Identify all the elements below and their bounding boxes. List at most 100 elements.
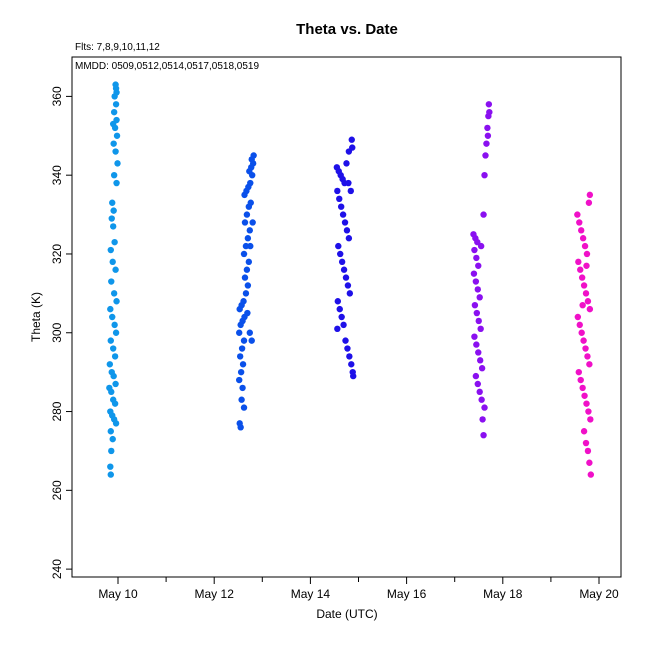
data-point	[344, 282, 352, 289]
y-tick-label: 340	[50, 165, 64, 185]
data-point	[113, 179, 120, 187]
data-point	[586, 305, 594, 313]
data-point	[241, 274, 249, 281]
data-point	[472, 278, 480, 285]
data-point	[484, 132, 492, 139]
data-point	[240, 250, 248, 258]
data-point	[340, 266, 348, 273]
x-tick-label: May 14	[291, 587, 331, 601]
data-point	[479, 416, 486, 423]
data-points	[106, 81, 595, 478]
data-point	[240, 337, 248, 344]
data-point	[236, 353, 244, 360]
data-point	[112, 101, 120, 108]
data-point	[486, 108, 493, 116]
y-tick-label: 260	[50, 480, 64, 500]
data-point	[577, 376, 584, 384]
data-point	[341, 219, 349, 226]
data-point	[582, 345, 589, 352]
data-point	[578, 329, 585, 336]
data-point	[340, 321, 347, 329]
data-point	[334, 187, 341, 195]
data-point	[109, 345, 117, 352]
data-point	[586, 191, 594, 199]
data-point	[110, 171, 118, 179]
data-point	[478, 396, 485, 403]
data-point	[236, 376, 243, 384]
data-point	[581, 242, 589, 250]
series-2	[236, 152, 257, 431]
data-point	[585, 199, 593, 206]
data-point	[108, 447, 115, 455]
data-point	[338, 258, 346, 266]
data-point	[240, 404, 248, 411]
data-point	[112, 266, 119, 273]
series-4	[470, 101, 493, 439]
data-point	[583, 250, 591, 258]
data-point	[334, 325, 341, 333]
data-point	[579, 301, 586, 309]
data-point	[348, 361, 355, 368]
data-point	[106, 361, 114, 368]
data-point	[111, 321, 118, 329]
data-point	[348, 136, 355, 143]
data-point	[476, 357, 484, 364]
data-point	[578, 274, 586, 281]
data-point	[477, 242, 485, 250]
y-tick-label: 280	[50, 401, 64, 421]
data-point	[107, 471, 114, 478]
x-axis-label: Date (UTC)	[316, 607, 377, 621]
data-point	[350, 372, 357, 380]
data-point	[337, 250, 344, 258]
data-point	[111, 238, 118, 246]
data-point	[577, 266, 584, 273]
data-point	[578, 227, 585, 234]
data-point	[581, 392, 588, 399]
data-point	[337, 203, 345, 210]
data-point	[472, 372, 480, 380]
data-point	[345, 179, 352, 187]
data-point	[346, 290, 354, 297]
series-5	[574, 191, 595, 478]
data-point	[249, 219, 256, 226]
data-point	[475, 349, 482, 356]
data-point	[584, 353, 591, 360]
data-point	[239, 361, 247, 368]
data-point	[111, 124, 119, 132]
data-point	[334, 298, 342, 305]
data-point	[475, 262, 482, 269]
data-point	[481, 404, 488, 411]
data-point	[237, 424, 244, 431]
data-point	[473, 341, 480, 348]
data-point	[111, 93, 118, 100]
data-point	[586, 459, 593, 466]
data-point	[246, 227, 253, 234]
data-point	[343, 160, 350, 167]
data-point	[579, 384, 586, 392]
y-axis-label: Theta (K)	[29, 292, 43, 342]
data-point	[476, 388, 483, 396]
data-point	[112, 420, 120, 427]
data-point	[342, 337, 349, 344]
data-point	[114, 160, 121, 167]
data-point	[241, 219, 249, 226]
data-point	[244, 235, 252, 242]
data-point	[347, 187, 355, 195]
x-axis: May 10 May 12 May 14 May 16 May 18 May 20	[72, 576, 621, 601]
data-point	[111, 400, 119, 407]
data-point	[238, 396, 245, 403]
data-point	[243, 266, 251, 273]
data-point	[478, 365, 486, 372]
data-point	[586, 361, 593, 368]
data-point	[480, 211, 487, 218]
data-point	[583, 262, 590, 269]
data-point	[108, 388, 115, 396]
data-point	[474, 380, 481, 388]
y-tick-label: 360	[50, 86, 64, 106]
data-point	[250, 152, 257, 159]
data-point	[580, 428, 588, 435]
data-point	[470, 270, 478, 277]
data-point	[583, 400, 590, 407]
data-point	[109, 199, 116, 206]
data-point	[576, 219, 583, 226]
